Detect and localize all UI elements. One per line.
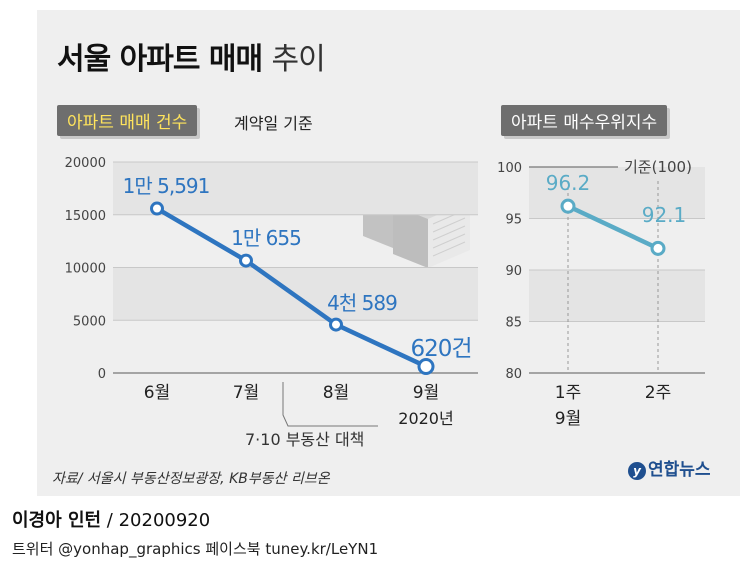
y-tick-label: 85 [505,316,522,331]
period-label: 9월 [555,409,581,429]
x-tick-label: 2주 [645,383,671,403]
year-label: 2020년 [398,409,453,428]
data-point [239,253,253,268]
buyer-index-tag: 아파트 매수우위지수 [501,105,668,136]
series-line [567,204,659,251]
data-point [329,317,343,332]
annotation-line [282,382,378,427]
data-point [150,201,164,216]
data-point [560,198,576,214]
y-tick-label: 80 [505,367,522,382]
y-tick-label: 10000 [65,262,106,277]
data-label: 1만 655 [231,226,301,250]
yonhap-logo: y 연합뉴스 [628,455,711,480]
data-label: 96.2 [546,171,591,195]
basis-note: 계약일 기준 [234,114,313,133]
data-label: 620건 [410,336,471,362]
grid-band [529,167,705,219]
y-tick-label: 5000 [73,314,106,329]
data-label: 92.1 [642,203,687,227]
sales-count-tag: 아파트 매매 건수 [57,105,198,136]
data-label: 4천 589 [327,291,397,315]
social-links: 트위터 @yonhap_graphics 페이스북 tuney.kr/LeYN1 [12,540,379,558]
y-tick-label: 15000 [65,209,106,224]
x-tick-label: 1주 [555,383,581,403]
y-tick-label: 95 [505,213,522,228]
grid-band [113,162,478,215]
x-tick-label: 7월 [233,383,259,403]
x-tick-label: 8월 [323,383,349,403]
annotation-label: 7·10 부동산 대책 [245,430,364,449]
data-point [650,240,666,256]
y-tick-label: 100 [497,161,522,176]
data-point [417,357,435,375]
y-tick-label: 90 [505,264,522,279]
credit-line: 이경아 인턴 / 20200920 [12,510,211,531]
x-tick-label: 9월 [413,383,439,403]
x-tick-label: 6월 [144,383,170,403]
source-note: 자료/ 서울시 부동산정보광장, KB부동산 리브온 [52,471,330,487]
reference-label: 기준(100) [624,158,692,176]
y-tick-label: 0 [98,367,106,382]
y-tick-label: 20000 [65,156,106,171]
data-label: 1만 5,591 [123,174,210,198]
chart-panel [37,10,740,496]
page-title: 서울 아파트 매매 추이 [57,42,326,77]
series-line [155,206,427,369]
grid-band [529,270,705,322]
